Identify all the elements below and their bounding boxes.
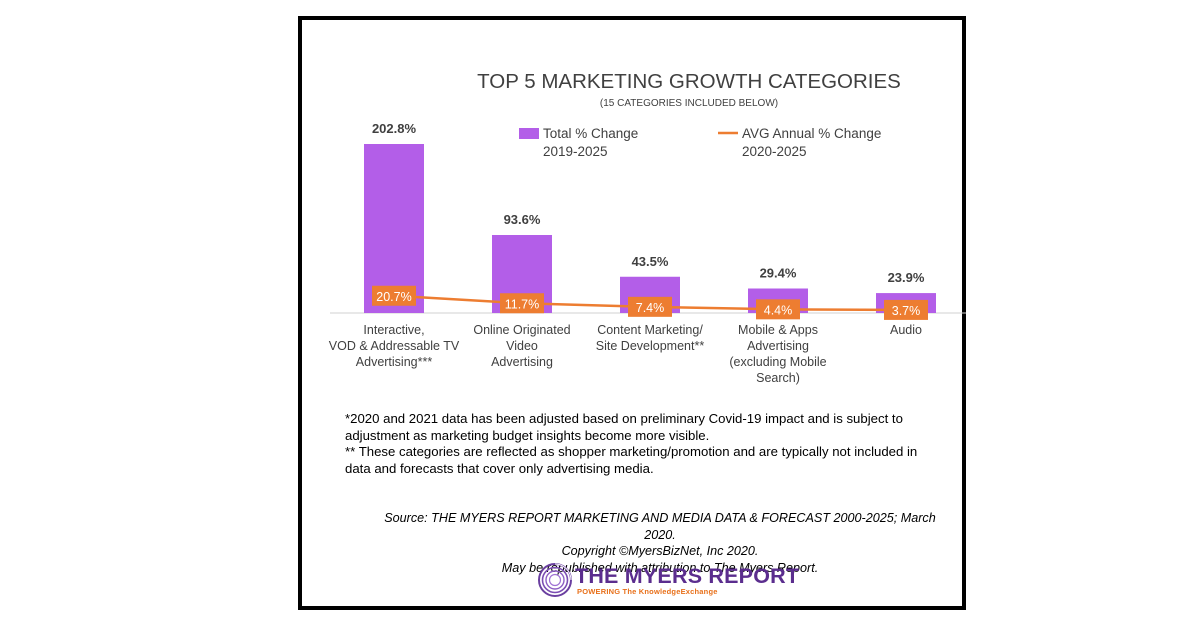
myers-report-logo: THE MYERS REPORT POWERING The KnowledgeE… <box>537 562 800 598</box>
category-label: Advertising <box>747 339 809 353</box>
line-value-label: 11.7% <box>505 297 540 311</box>
legend-line-label: 2020-2025 <box>742 144 807 159</box>
footnote-line: *2020 and 2021 data has been adjusted ba… <box>345 411 903 426</box>
category-label: Mobile & Apps <box>738 323 818 337</box>
bar-value-label: 93.6% <box>504 212 541 227</box>
footnote-line: ** These categories are reflected as sho… <box>345 444 918 459</box>
line-value-label: 3.7% <box>892 304 921 318</box>
category-label: Online Originated <box>473 323 570 337</box>
category-label: Advertising*** <box>356 355 433 369</box>
line-label-box <box>628 296 672 317</box>
logo-tagline: POWERING The KnowledgeExchange <box>577 587 718 596</box>
category-label: Advertising <box>491 355 553 369</box>
copyright-line: Copyright ©MyersBizNet, Inc 2020. <box>561 544 759 558</box>
line-label-box <box>500 293 544 314</box>
category-label: Audio <box>890 323 922 337</box>
legend-bar-label: 2019-2025 <box>543 144 608 159</box>
logo-name: THE MYERS REPORT <box>575 564 800 588</box>
chart-subtitle: (15 CATEGORIES INCLUDED BELOW) <box>600 98 778 109</box>
category-label: Site Development** <box>596 339 705 353</box>
legend-line-label: AVG Annual % Change <box>742 126 881 141</box>
category-label: (excluding Mobile <box>729 355 826 369</box>
logo-swirl-icon <box>538 563 572 597</box>
category-label: Content Marketing/ <box>597 323 703 337</box>
bar-1 <box>364 144 424 313</box>
line-label-box <box>884 299 928 320</box>
line-value-label: 7.4% <box>636 301 665 315</box>
line-label-box <box>372 285 416 306</box>
footer-mark: · · · <box>466 602 480 612</box>
footnote-line: data and forecasts that cover only adver… <box>345 460 654 476</box>
line-label-box <box>756 299 800 320</box>
bar-value-label: 23.9% <box>888 270 925 285</box>
republish-line: May be republished with attribution to T… <box>501 560 819 575</box>
line-value-label: 20.7% <box>376 290 411 304</box>
bar-value-label: 202.8% <box>372 121 417 136</box>
source-citation: Source: THE MYERS REPORT MARKETING AND M… <box>370 510 950 576</box>
category-label: Video <box>506 339 538 353</box>
legend-bar-label: Total % Change <box>543 126 638 141</box>
category-label: Interactive, <box>363 323 424 337</box>
chart-title: TOP 5 MARKETING GROWTH CATEGORIES <box>477 70 901 93</box>
line-value-label: 4.4% <box>764 303 793 317</box>
category-label: VOD & Addressable TV <box>329 339 460 353</box>
bar-value-label: 43.5% <box>632 254 669 269</box>
footnote-line: adjustment as marketing budget insights … <box>345 427 710 443</box>
source-line: Source: THE MYERS REPORT MARKETING AND M… <box>384 511 936 542</box>
bar-value-label: 29.4% <box>760 266 797 281</box>
footnotes: *2020 and 2021 data has been adjusted ba… <box>345 411 945 477</box>
legend-bar-swatch <box>519 128 539 139</box>
category-label: Search) <box>756 371 800 385</box>
